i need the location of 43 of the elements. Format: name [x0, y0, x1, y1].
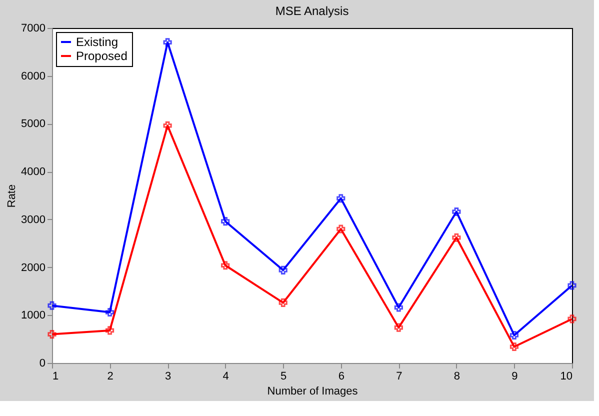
x-tick-label: 6	[338, 370, 344, 382]
point	[48, 330, 56, 339]
y-tick-label: 1000	[21, 310, 46, 322]
y-tick-label: 7000	[21, 22, 46, 34]
point	[336, 194, 346, 203]
point	[568, 314, 576, 324]
x-tick-label: 9	[512, 370, 518, 382]
y-tick-label: 6000	[21, 70, 46, 82]
x-tick-label: 3	[164, 370, 172, 382]
y-tick-label: 5000	[21, 118, 46, 130]
x-tick-label: 7	[396, 370, 402, 382]
y-tick-label: 0	[39, 358, 46, 370]
y-tick-label: 4000	[21, 166, 46, 178]
point	[510, 330, 519, 340]
point	[394, 303, 403, 312]
x-tick-label: 2	[107, 370, 114, 382]
x-tick-label: 4	[222, 370, 229, 382]
point	[221, 217, 230, 226]
y-tick-label: 3000	[21, 214, 46, 226]
point	[48, 301, 56, 310]
x-tick-label: 5	[280, 370, 287, 382]
point	[394, 323, 403, 332]
x-tick-label: 10	[560, 370, 572, 382]
point	[163, 38, 172, 47]
point	[278, 298, 288, 307]
chart-title: MSE Analysis	[275, 4, 349, 18]
point	[510, 342, 519, 352]
point	[221, 261, 230, 270]
point	[163, 121, 172, 130]
point	[105, 308, 114, 317]
point	[568, 281, 576, 290]
y-axis-title: Rate	[6, 184, 18, 208]
x-tick-label: 1	[52, 370, 59, 382]
point	[278, 266, 288, 274]
point	[452, 233, 461, 242]
x-axis-title: Number of Images	[267, 386, 358, 398]
point	[452, 207, 461, 216]
point	[336, 224, 346, 234]
x-tick-label: 8	[454, 370, 460, 382]
legend-label: Existing	[76, 35, 118, 49]
point	[105, 326, 114, 335]
y-tick-label: 2000	[21, 262, 46, 274]
legend-label: Proposed	[76, 49, 128, 63]
